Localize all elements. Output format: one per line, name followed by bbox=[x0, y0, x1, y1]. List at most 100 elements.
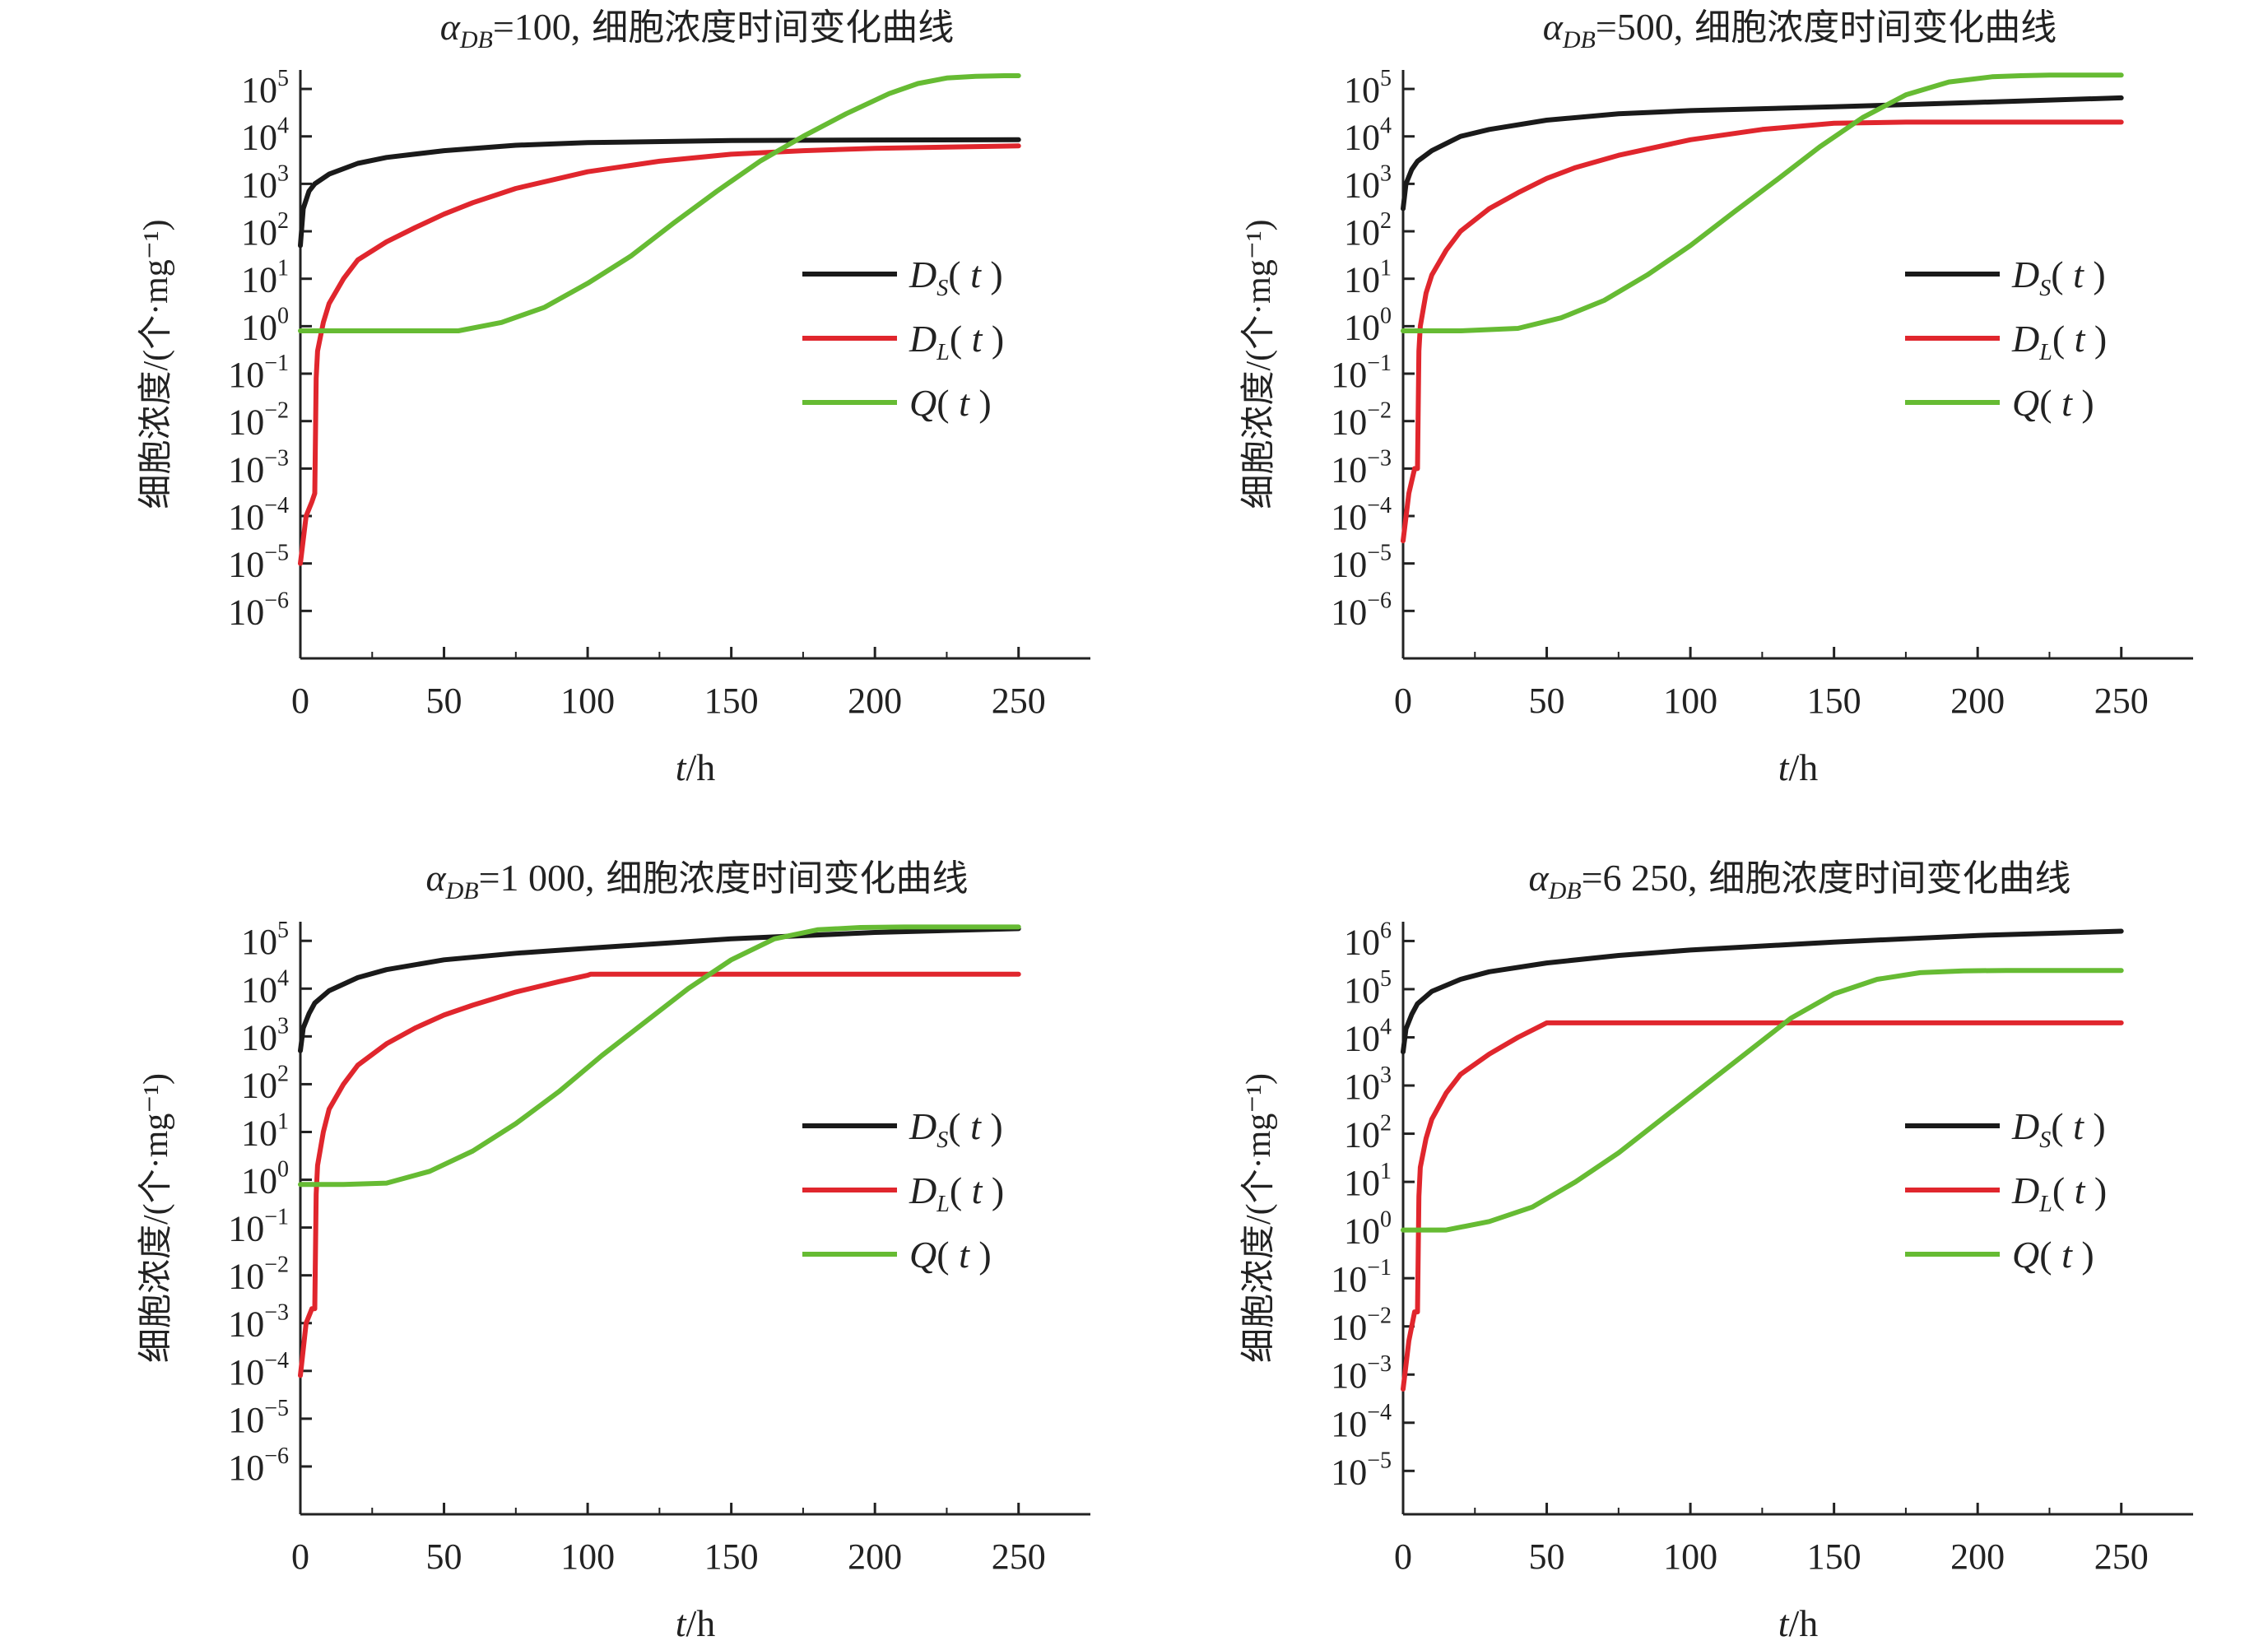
y-tick-label: 10−5 bbox=[228, 541, 289, 585]
chart-panel-3: αDB=1 000, 细胞浓度时间变化曲线 0 50 100 150 200 250 t/h 1… bbox=[137, 857, 1090, 1641]
x-tick-label: 150 bbox=[704, 1536, 759, 1577]
legend-label-2: DL( t ) bbox=[2011, 1169, 2107, 1217]
x-axis-label: t/h bbox=[1778, 1602, 1819, 1641]
series-line-1 bbox=[298, 137, 1021, 249]
y-tick-label: 10−1 bbox=[228, 1205, 289, 1249]
y-tick-label: 10−6 bbox=[228, 588, 289, 632]
y-tick-label: 10−5 bbox=[1331, 541, 1392, 585]
y-tick-label: 105 bbox=[241, 66, 289, 110]
y-tick-label: 101 bbox=[241, 1109, 289, 1153]
x-tick-label: 0 bbox=[1394, 1536, 1412, 1577]
x-tick-label: 100 bbox=[560, 681, 615, 721]
y-tick-label: 100 bbox=[1344, 303, 1392, 347]
y-tick-label: 10−6 bbox=[228, 1443, 289, 1488]
y-tick-label: 10−1 bbox=[1331, 1255, 1392, 1299]
chart-title: αDB=500, 细胞浓度时间变化曲线 bbox=[1543, 6, 2057, 53]
y-tick-label: 10−2 bbox=[1331, 398, 1392, 443]
y-axis-label: 细胞浓度/(个·mg⁻¹) bbox=[137, 1073, 175, 1363]
y-tick-label: 102 bbox=[1344, 208, 1392, 253]
y-tick-label: 104 bbox=[241, 114, 289, 158]
y-tick-label: 10−3 bbox=[228, 445, 289, 490]
legend-label-3: Q( t ) bbox=[909, 382, 992, 424]
series-line-2 bbox=[298, 971, 1021, 1378]
series-line-1 bbox=[1401, 928, 2124, 1055]
y-tick-label: 10−2 bbox=[228, 1253, 289, 1297]
y-tick-label: 102 bbox=[241, 1061, 289, 1105]
y-tick-label: 103 bbox=[241, 160, 289, 205]
x-tick-label: 50 bbox=[1529, 1536, 1565, 1577]
x-axis-label: t/h bbox=[676, 746, 716, 788]
x-tick-label: 150 bbox=[1807, 681, 1861, 721]
y-tick-label: 102 bbox=[241, 208, 289, 253]
y-tick-label: 10−1 bbox=[1331, 351, 1392, 395]
y-axis-label: 细胞浓度/(个·mg⁻¹) bbox=[1240, 1073, 1278, 1363]
legend-label-1: DS( t ) bbox=[909, 253, 1003, 301]
x-tick-label: 150 bbox=[1807, 1536, 1861, 1577]
x-tick-label: 250 bbox=[2094, 681, 2149, 721]
series-line-2 bbox=[1401, 119, 2124, 544]
y-tick-label: 103 bbox=[241, 1013, 289, 1058]
series-line-2 bbox=[298, 143, 1021, 566]
y-tick-label: 10−4 bbox=[228, 1348, 289, 1392]
legend-label-3: Q( t ) bbox=[909, 1234, 992, 1276]
series-line-3 bbox=[298, 73, 1021, 333]
series-line-2 bbox=[1401, 1020, 2124, 1392]
x-tick-label: 250 bbox=[992, 1536, 1046, 1577]
y-tick-label: 10−2 bbox=[1331, 1304, 1392, 1348]
y-tick-label: 10−6 bbox=[1331, 588, 1392, 632]
chart-panel-2: αDB=500, 细胞浓度时间变化曲线 0 50 100 150 200 250 t/h 10−… bbox=[1240, 6, 2193, 788]
x-tick-label: 100 bbox=[1663, 1536, 1717, 1577]
legend-label-1: DS( t ) bbox=[2011, 1105, 2106, 1153]
x-tick-label: 100 bbox=[560, 1536, 615, 1577]
chart-title: αDB=6 250, 细胞浓度时间变化曲线 bbox=[1528, 857, 2070, 904]
x-tick-label: 250 bbox=[2094, 1536, 2149, 1577]
y-tick-label: 10−3 bbox=[228, 1300, 289, 1345]
y-tick-label: 10−5 bbox=[228, 1396, 289, 1440]
legend-label-1: DS( t ) bbox=[2011, 253, 2106, 301]
y-tick-label: 106 bbox=[1344, 918, 1392, 962]
y-tick-label: 10−3 bbox=[1331, 1351, 1392, 1396]
y-tick-label: 101 bbox=[241, 256, 289, 300]
x-tick-label: 0 bbox=[291, 681, 309, 721]
series-line-3 bbox=[1401, 72, 2124, 333]
x-tick-label: 50 bbox=[1529, 681, 1565, 721]
y-tick-label: 10−1 bbox=[228, 351, 289, 395]
x-tick-label: 150 bbox=[704, 681, 759, 721]
y-tick-label: 101 bbox=[1344, 1159, 1392, 1203]
y-tick-label: 10−4 bbox=[1331, 493, 1392, 537]
y-tick-label: 103 bbox=[1344, 160, 1392, 205]
series-line-3 bbox=[1401, 968, 2124, 1233]
chart-panel-4: αDB=6 250, 细胞浓度时间变化曲线 0 50 100 150 200 250 t/h 1… bbox=[1240, 857, 2193, 1641]
y-tick-label: 105 bbox=[241, 918, 289, 962]
series-line-3 bbox=[298, 924, 1021, 1188]
y-tick-label: 101 bbox=[1344, 256, 1392, 300]
legend-label-2: DL( t ) bbox=[2011, 318, 2107, 365]
x-tick-label: 200 bbox=[848, 1536, 902, 1577]
series-line-1 bbox=[298, 926, 1021, 1053]
y-tick-label: 100 bbox=[241, 303, 289, 347]
y-tick-label: 103 bbox=[1344, 1062, 1392, 1107]
y-tick-label: 104 bbox=[1344, 1014, 1392, 1058]
chart-title: αDB=100, 细胞浓度时间变化曲线 bbox=[440, 6, 955, 53]
x-tick-label: 50 bbox=[426, 1536, 462, 1577]
y-tick-label: 10−4 bbox=[1331, 1400, 1392, 1444]
chart-title: αDB=1 000, 细胞浓度时间变化曲线 bbox=[425, 857, 968, 904]
x-tick-label: 200 bbox=[1950, 681, 2005, 721]
x-tick-label: 0 bbox=[1394, 681, 1412, 721]
y-tick-label: 10−3 bbox=[1331, 445, 1392, 490]
x-tick-label: 50 bbox=[426, 681, 462, 721]
y-tick-label: 10−2 bbox=[228, 398, 289, 443]
chart-panel-1: αDB=100, 细胞浓度时间变化曲线 0 50 100 150 200 250 t/h 10−… bbox=[137, 6, 1090, 788]
y-axis-label: 细胞浓度/(个·mg⁻¹) bbox=[1240, 219, 1278, 509]
y-tick-label: 10−4 bbox=[228, 493, 289, 537]
legend-label-2: DL( t ) bbox=[909, 318, 1004, 365]
y-tick-label: 100 bbox=[1344, 1207, 1392, 1252]
x-tick-label: 200 bbox=[848, 681, 902, 721]
legend-label-1: DS( t ) bbox=[909, 1105, 1003, 1153]
y-tick-label: 105 bbox=[1344, 66, 1392, 110]
legend-label-3: Q( t ) bbox=[2012, 1234, 2094, 1276]
x-axis-label: t/h bbox=[1778, 746, 1819, 788]
y-tick-label: 104 bbox=[241, 965, 289, 1010]
y-tick-label: 105 bbox=[1344, 966, 1392, 1011]
